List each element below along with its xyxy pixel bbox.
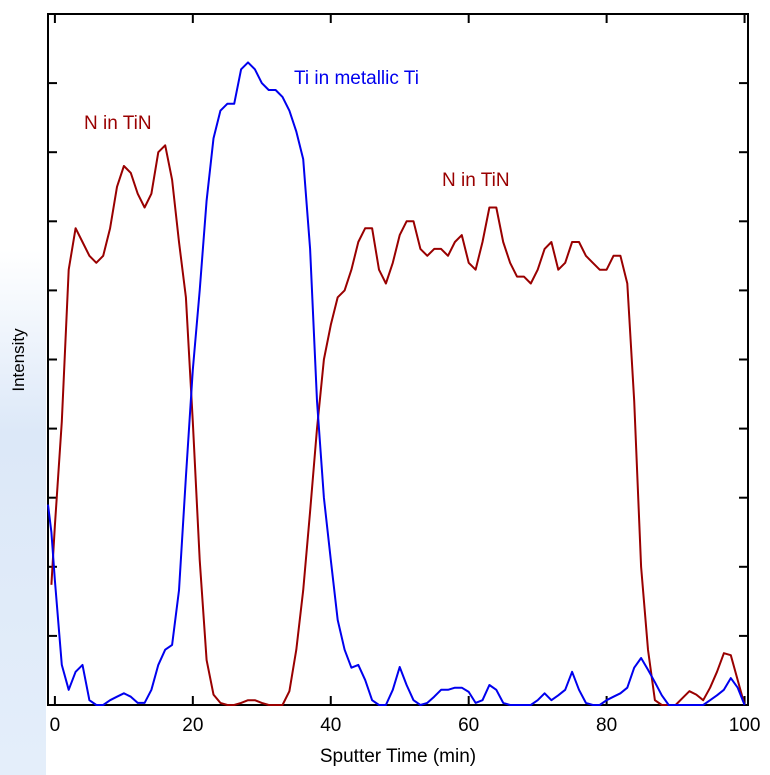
x-axis-label: Sputter Time (min) bbox=[320, 746, 476, 767]
x-tick-label: 100 bbox=[729, 715, 761, 736]
y-axis-label: Intensity bbox=[9, 328, 28, 392]
series-line bbox=[50, 144, 746, 706]
x-tick-label: 0 bbox=[50, 715, 61, 736]
annotation: N in TiN bbox=[84, 113, 152, 134]
annotation: N in TiN bbox=[442, 170, 510, 191]
annotation: Ti in metallic Ti bbox=[294, 68, 419, 89]
x-tick-label: 80 bbox=[596, 715, 617, 736]
x-tick-label: 40 bbox=[320, 715, 341, 736]
series-line bbox=[47, 61, 746, 706]
x-tick-label: 60 bbox=[458, 715, 479, 736]
x-tick-label: 20 bbox=[182, 715, 203, 736]
background-shade bbox=[0, 250, 46, 775]
